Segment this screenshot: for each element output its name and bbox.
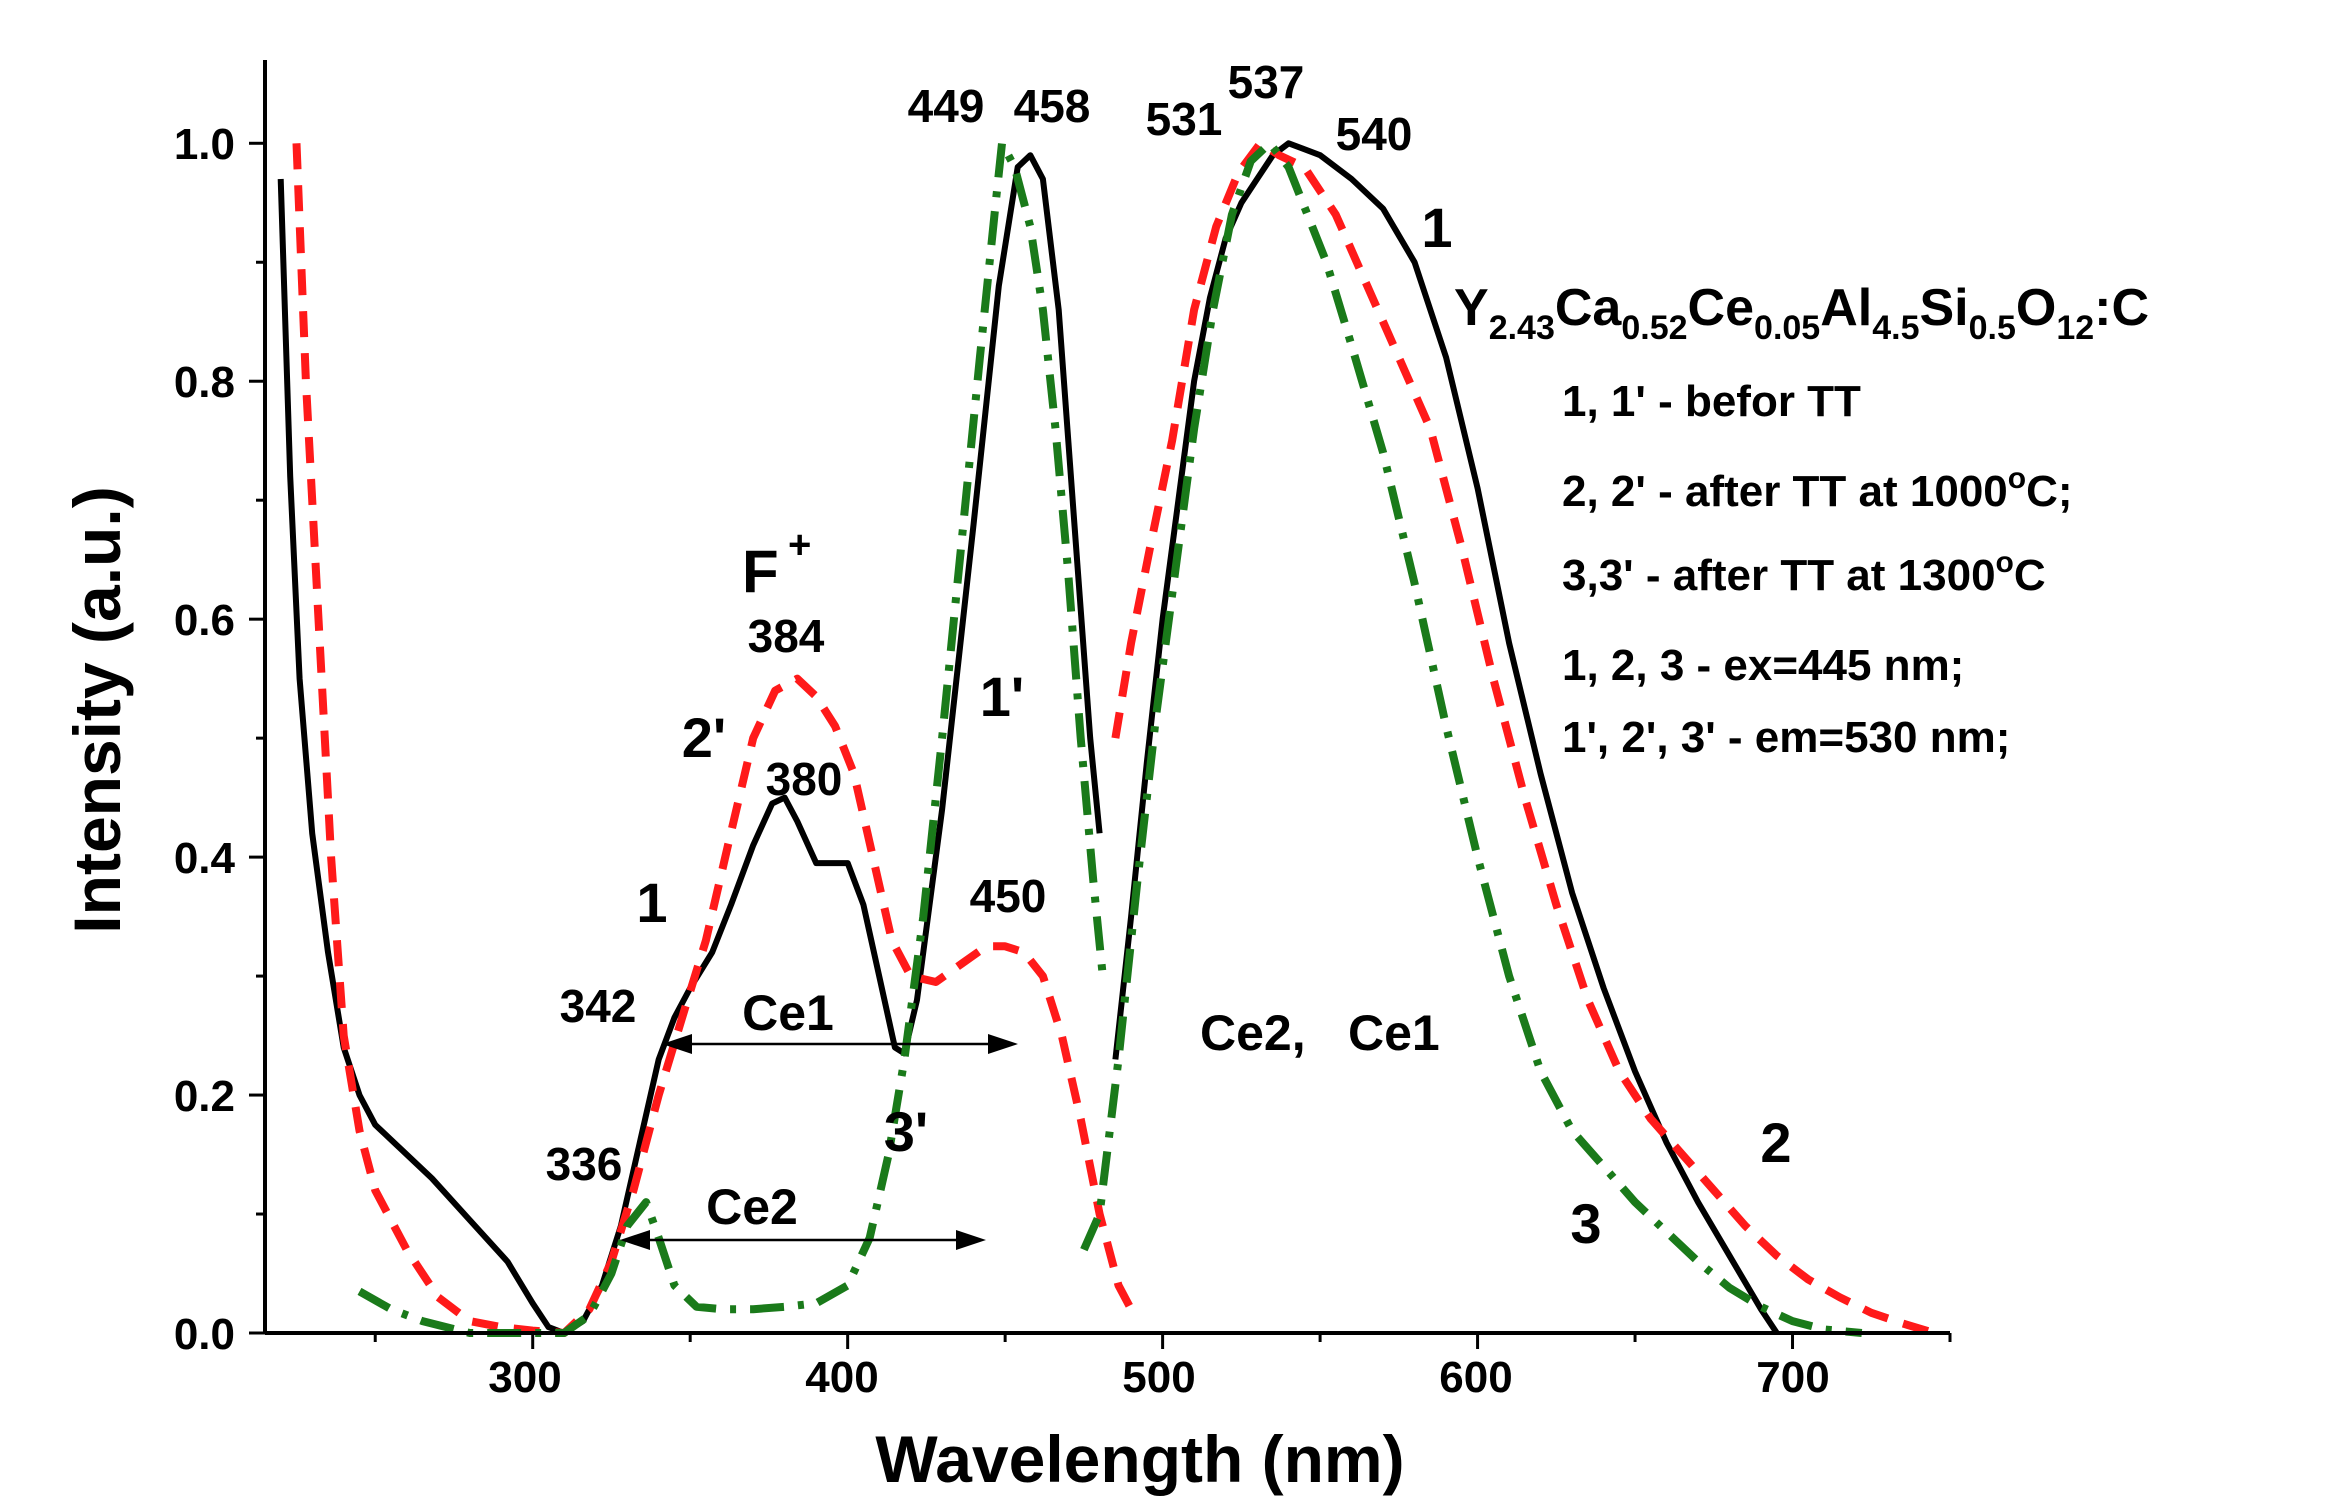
y-axis-title: Intensity (a.u.)	[60, 486, 134, 933]
legend-line-5: 1', 2', 3' - em=530 nm;	[1562, 713, 2010, 762]
peak-label-336: 336	[546, 1138, 623, 1190]
band-label-f: F	[742, 538, 779, 605]
legend-line-2: 2, 2' - after TT at 1000oC;	[1562, 462, 2073, 516]
curve-labels: 1 1 2' 1' 3' 2 3	[636, 196, 1791, 1255]
legend-line-3: 3,3' - after TT at 1300oC	[1562, 546, 2046, 600]
curve-label-3-prime: 3'	[884, 1100, 928, 1163]
band-label-ce2-right: Ce2,	[1200, 1005, 1306, 1061]
curve-label-2-prime: 2'	[682, 706, 726, 769]
peak-label-458: 458	[1014, 80, 1091, 132]
axes	[263, 60, 1950, 1335]
y-tick-label-1.0: 1.0	[174, 120, 235, 169]
y-tick-label-0.2: 0.2	[174, 1072, 235, 1121]
legend-line-1: 1, 1' - befor TT	[1562, 377, 1861, 426]
x-tick-label-300: 300	[488, 1353, 561, 1402]
peak-label-450: 450	[970, 870, 1047, 922]
y-tick-label-0.4: 0.4	[174, 834, 236, 883]
x-tick-label-500: 500	[1122, 1353, 1195, 1402]
peak-label-531: 531	[1146, 93, 1223, 145]
band-label-ce1-right: Ce1	[1348, 1005, 1440, 1061]
formula: Y2.43Ca0.52Ce0.05Al4.5Si0.5O12:C	[1454, 279, 2149, 347]
y-tick-label-0.0: 0.0	[174, 1310, 235, 1359]
peak-label-537: 537	[1228, 56, 1305, 108]
arrow-ce2-left-head	[620, 1230, 650, 1250]
curve-label-1-left: 1	[636, 871, 667, 934]
x-axis-title: Wavelength (nm)	[875, 1422, 1404, 1496]
legend: 1, 1' - befor TT 2, 2' - after TT at 100…	[1562, 377, 2073, 762]
curve-label-1-right: 1	[1421, 196, 1452, 259]
series-2-segment-1	[292, 143, 1135, 1337]
arrow-ce1-right-head	[988, 1034, 1018, 1054]
series-1-segment-2	[1112, 140, 1780, 1335]
y-tick-label-0.6: 0.6	[174, 596, 235, 645]
peak-label-342: 342	[560, 980, 637, 1032]
series-2-segment-2	[1111, 139, 1936, 1337]
band-label-f-superscript: +	[788, 523, 811, 567]
ticks	[249, 141, 1952, 1349]
tick-labels: 300 400 500 600 700 0.0 0.2 0.4 0.6 0.8 …	[174, 120, 1830, 1402]
x-tick-label-400: 400	[805, 1353, 878, 1402]
arrow-ce1-left-head	[662, 1034, 692, 1054]
legend-line-4: 1, 2, 3 - ex=445 nm;	[1562, 641, 1964, 690]
series-3-segment-1	[357, 139, 1107, 1337]
curve-label-2: 2	[1760, 1111, 1791, 1174]
series-3-segment-2	[1080, 139, 1863, 1337]
y-tick-label-0.8: 0.8	[174, 358, 235, 407]
peak-label-384: 384	[748, 610, 825, 662]
x-tick-label-700: 700	[1756, 1353, 1829, 1402]
arrow-ce2-right-head	[956, 1230, 986, 1250]
series-1-segment-1	[277, 152, 1103, 1336]
band-label-ce2: Ce2	[706, 1179, 798, 1235]
curve-label-3: 3	[1570, 1192, 1601, 1255]
band-annotations: F + Ce1 Ce2 Ce2, Ce1	[620, 523, 1440, 1250]
band-label-ce1: Ce1	[742, 985, 834, 1041]
peak-label-540: 540	[1336, 108, 1413, 160]
curve-label-1-prime: 1'	[980, 665, 1024, 728]
peak-label-449: 449	[908, 80, 985, 132]
x-tick-label-600: 600	[1439, 1353, 1512, 1402]
peak-label-380: 380	[766, 753, 843, 805]
curves	[277, 139, 1936, 1337]
peak-labels: 342 336 380 384 450 449 458 531 537 540	[546, 56, 1413, 1190]
